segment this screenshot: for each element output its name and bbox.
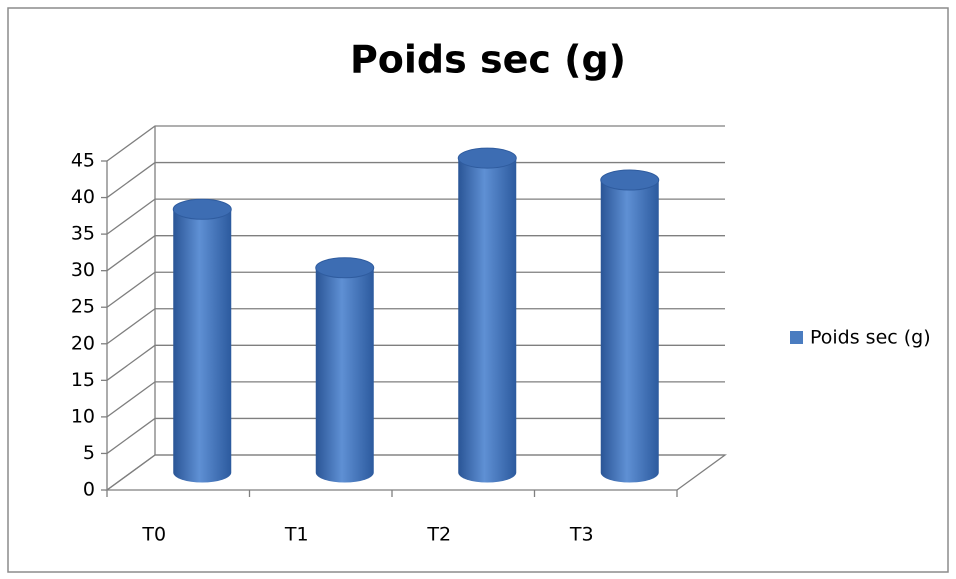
bar-top: [172, 198, 232, 220]
y-tick-label: 45: [71, 150, 95, 172]
bar-top: [457, 147, 517, 169]
x-tick-label: T0: [141, 524, 166, 546]
grid-line: [106, 381, 725, 418]
grid-line: [106, 161, 725, 199]
grid-line: [106, 344, 725, 381]
y-tick-label: 10: [71, 405, 95, 427]
y-tick-label: 30: [71, 259, 95, 281]
bar: [173, 209, 232, 483]
y-tick-label: 25: [71, 296, 95, 318]
grid-line: [106, 417, 725, 454]
grid-line: [106, 198, 725, 235]
y-tick-label: 20: [71, 332, 95, 354]
legend-swatch: [790, 331, 803, 344]
bar: [600, 180, 659, 483]
bar: [315, 267, 374, 483]
x-tick-label: T3: [569, 524, 594, 546]
grid-line: [106, 125, 725, 162]
x-tick-label: T1: [284, 524, 309, 546]
y-tick-label: 15: [71, 369, 95, 391]
grid-line: [106, 271, 725, 308]
x-tick-label: T2: [426, 524, 451, 546]
legend-label: Poids sec (g): [810, 327, 931, 349]
y-tick-label: 5: [83, 442, 95, 464]
chart-title: Poids sec (g): [350, 38, 626, 82]
y-tick-label: 40: [71, 186, 95, 208]
grid-line: [106, 235, 725, 272]
y-tick-label: 0: [83, 479, 95, 501]
bar-top: [600, 169, 660, 191]
y-tick-label: 35: [71, 223, 95, 245]
grid-line: [106, 308, 725, 345]
bar: [458, 158, 517, 483]
bar-top: [315, 257, 375, 279]
grid-line: [106, 454, 725, 491]
